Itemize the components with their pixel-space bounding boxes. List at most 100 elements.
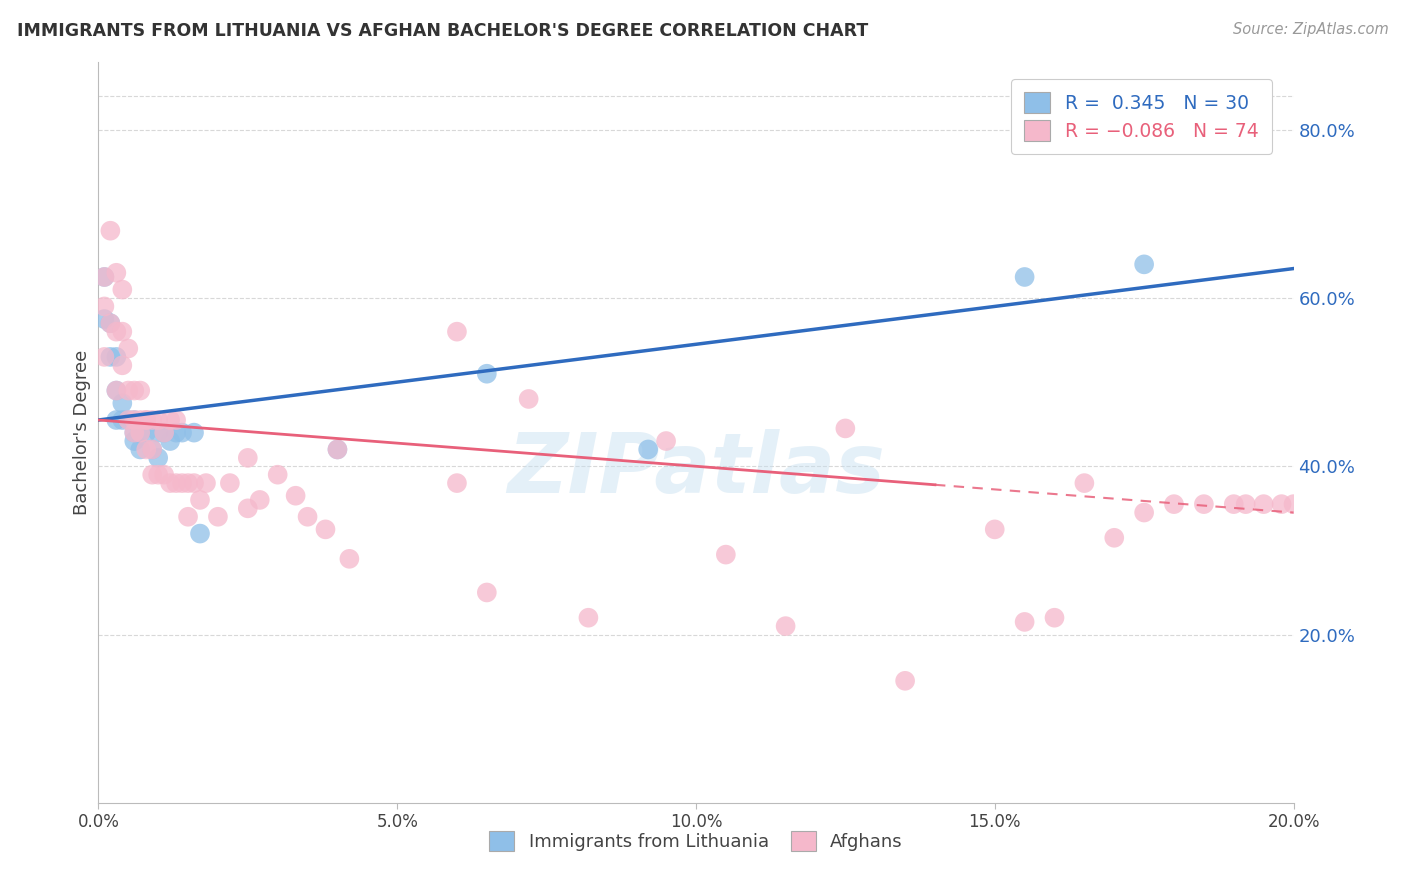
Point <box>159 476 181 491</box>
Point <box>153 425 176 440</box>
Point <box>195 476 218 491</box>
Point <box>219 476 242 491</box>
Point <box>93 350 115 364</box>
Point <box>1104 531 1126 545</box>
Point <box>1192 497 1215 511</box>
Point <box>98 316 122 330</box>
Point <box>111 283 134 297</box>
Point <box>207 509 229 524</box>
Point <box>1163 497 1185 511</box>
Point <box>135 442 157 457</box>
Point <box>172 425 194 440</box>
Point <box>159 413 181 427</box>
Point <box>135 425 157 440</box>
Point <box>297 509 319 524</box>
Point <box>148 425 170 440</box>
Point <box>159 434 181 448</box>
Point <box>188 526 211 541</box>
Point <box>141 467 163 482</box>
Point <box>124 434 146 448</box>
Point <box>117 413 139 427</box>
Point <box>315 522 337 536</box>
Point <box>124 425 146 440</box>
Point <box>1133 506 1156 520</box>
Point <box>236 501 259 516</box>
Point <box>93 300 115 314</box>
Point <box>655 434 678 448</box>
Point <box>105 325 128 339</box>
Point <box>153 467 176 482</box>
Point <box>93 270 115 285</box>
Point <box>124 413 146 427</box>
Legend: Immigrants from Lithuania, Afghans: Immigrants from Lithuania, Afghans <box>479 822 912 861</box>
Point <box>894 673 917 688</box>
Point <box>267 467 290 482</box>
Point <box>93 270 115 285</box>
Point <box>165 425 187 440</box>
Point <box>148 467 170 482</box>
Point <box>129 384 152 398</box>
Point <box>111 413 134 427</box>
Point <box>475 585 498 599</box>
Point <box>284 489 307 503</box>
Point <box>1133 257 1156 271</box>
Point <box>1253 497 1275 511</box>
Point <box>135 413 157 427</box>
Point <box>105 413 128 427</box>
Point <box>183 425 205 440</box>
Point <box>1282 497 1305 511</box>
Point <box>714 548 737 562</box>
Point <box>188 492 211 507</box>
Text: Source: ZipAtlas.com: Source: ZipAtlas.com <box>1233 22 1389 37</box>
Point <box>1223 497 1246 511</box>
Y-axis label: Bachelor's Degree: Bachelor's Degree <box>73 350 91 516</box>
Point <box>111 396 134 410</box>
Point <box>517 392 540 406</box>
Point <box>177 509 200 524</box>
Point <box>98 224 122 238</box>
Point <box>117 384 139 398</box>
Point <box>98 316 122 330</box>
Text: ZIPatlas: ZIPatlas <box>508 429 884 510</box>
Point <box>165 476 187 491</box>
Point <box>326 442 349 457</box>
Point <box>1234 497 1257 511</box>
Point <box>111 325 134 339</box>
Point <box>141 442 163 457</box>
Point <box>1271 497 1294 511</box>
Point <box>326 442 349 457</box>
Point <box>141 413 163 427</box>
Point <box>141 442 163 457</box>
Point <box>117 342 139 356</box>
Point <box>105 266 128 280</box>
Point <box>129 442 152 457</box>
Point <box>105 384 128 398</box>
Point <box>129 425 152 440</box>
Point <box>1043 610 1066 624</box>
Point <box>177 476 200 491</box>
Point <box>153 425 176 440</box>
Point <box>578 610 600 624</box>
Point <box>117 413 139 427</box>
Point <box>129 425 152 440</box>
Point <box>124 384 146 398</box>
Point <box>135 413 157 427</box>
Point <box>111 359 134 373</box>
Point <box>834 421 856 435</box>
Point <box>475 367 498 381</box>
Point <box>124 425 146 440</box>
Point <box>984 522 1007 536</box>
Point <box>637 442 659 457</box>
Point <box>105 350 128 364</box>
Point <box>446 476 468 491</box>
Point <box>105 384 128 398</box>
Point <box>129 413 152 427</box>
Point <box>165 413 187 427</box>
Point <box>98 350 122 364</box>
Point <box>249 492 271 507</box>
Point <box>1014 270 1036 285</box>
Point <box>124 413 146 427</box>
Point <box>172 476 194 491</box>
Point <box>446 325 468 339</box>
Point <box>183 476 205 491</box>
